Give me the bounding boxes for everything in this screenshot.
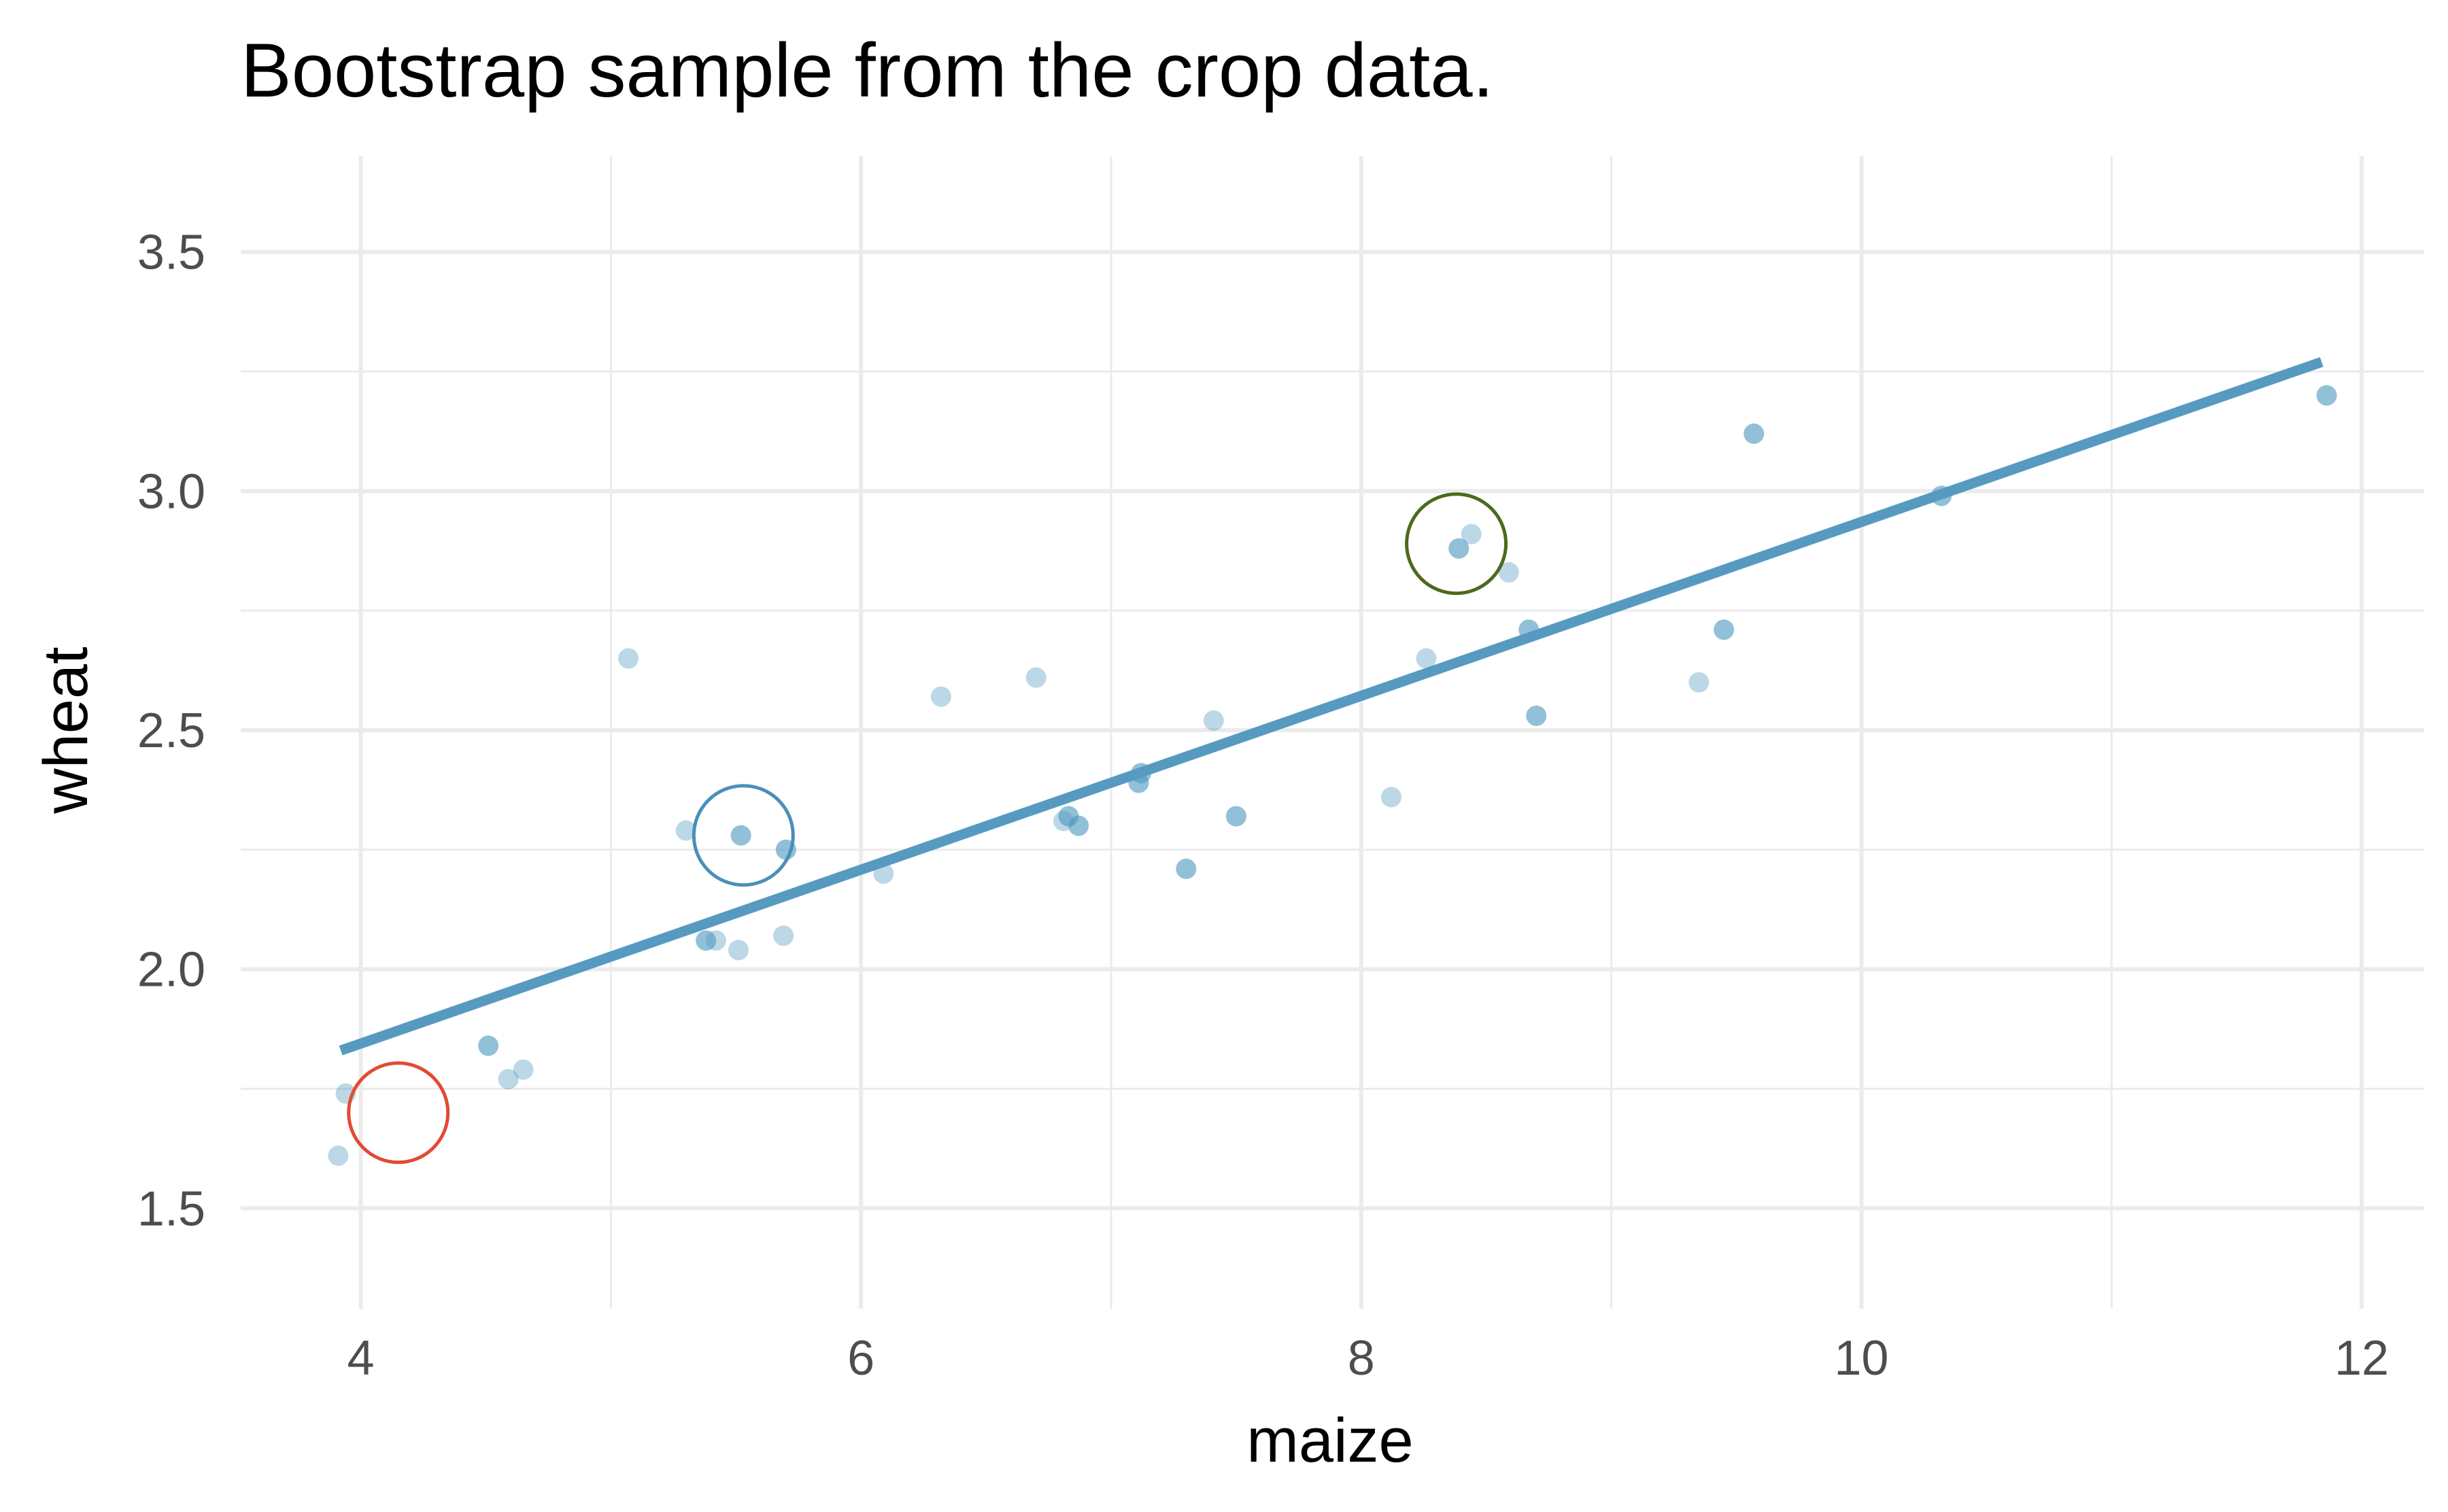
y-tick-label: 1.5 [137,1182,205,1236]
data-point [1176,858,1197,879]
data-point [696,930,717,951]
data-point [1448,538,1469,559]
y-tick-label: 2.0 [137,943,205,997]
data-point [705,930,726,951]
x-tick-label: 6 [847,1331,874,1386]
data-point [1053,810,1074,831]
data-point [1203,710,1224,731]
x-tick-label: 10 [1834,1331,1888,1386]
y-tick-label: 2.5 [137,704,205,758]
x-axis-title: maize [1246,1406,1413,1475]
data-point [728,940,749,961]
data-point [1744,423,1765,444]
data-point [1068,815,1089,836]
data-point [1225,806,1246,827]
data-point [328,1145,349,1166]
regression-line-group [339,357,2324,1056]
data-point [1498,562,1519,583]
data-point [1225,806,1246,827]
data-point [1714,619,1735,640]
data-point [1058,806,1079,827]
data-point [1688,672,1710,693]
data-point [696,930,717,951]
data-point [930,686,951,707]
x-axis-tick-labels: 4 6 8 10 12 [347,1331,2390,1386]
data-point [675,820,696,841]
major-gridlines [241,156,2424,1309]
data-point [618,648,639,669]
y-axis-tick-labels: 1.5 2.0 2.5 3.0 3.5 [137,226,205,1237]
data-point [498,1069,519,1090]
data-point [478,1035,499,1056]
regression-line [339,357,2324,1056]
y-axis-title: wheat [31,647,101,814]
data-point [1448,538,1469,559]
data-point [1461,523,1482,545]
data-point [513,1059,534,1080]
data-point [1526,705,1547,726]
y-tick-label: 3.0 [137,464,205,519]
data-point [730,825,751,846]
y-tick-label: 3.5 [137,226,205,280]
x-tick-label: 12 [2334,1331,2389,1386]
data-point [1526,705,1547,726]
data-point [1176,858,1197,879]
data-point [1744,423,1765,444]
highlight-circle [1405,492,1508,596]
data-point [1714,619,1735,640]
x-tick-label: 8 [1348,1331,1375,1386]
data-point [2316,385,2337,406]
highlight-circles [347,492,1508,1165]
data-points [328,385,2337,1166]
highlight-circle [347,1061,450,1165]
data-point [478,1035,499,1056]
x-tick-label: 4 [347,1331,375,1386]
data-point [2316,385,2337,406]
chart-title: Bootstrap sample from the crop data. [241,28,1494,113]
data-point [773,925,794,946]
minor-gridlines [241,156,2424,1309]
data-point [730,825,751,846]
data-point [1416,648,1437,669]
highlight-circle [692,784,795,887]
data-point [1025,667,1047,688]
data-point [1058,806,1079,827]
data-point [1068,815,1089,836]
data-point [1380,787,1401,808]
